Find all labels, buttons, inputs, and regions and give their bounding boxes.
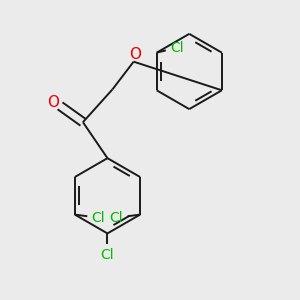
Text: O: O: [129, 47, 141, 62]
Text: O: O: [47, 95, 59, 110]
Text: Cl: Cl: [170, 41, 184, 55]
Text: Cl: Cl: [101, 248, 114, 262]
Text: Cl: Cl: [110, 211, 123, 225]
Text: Cl: Cl: [92, 211, 105, 225]
